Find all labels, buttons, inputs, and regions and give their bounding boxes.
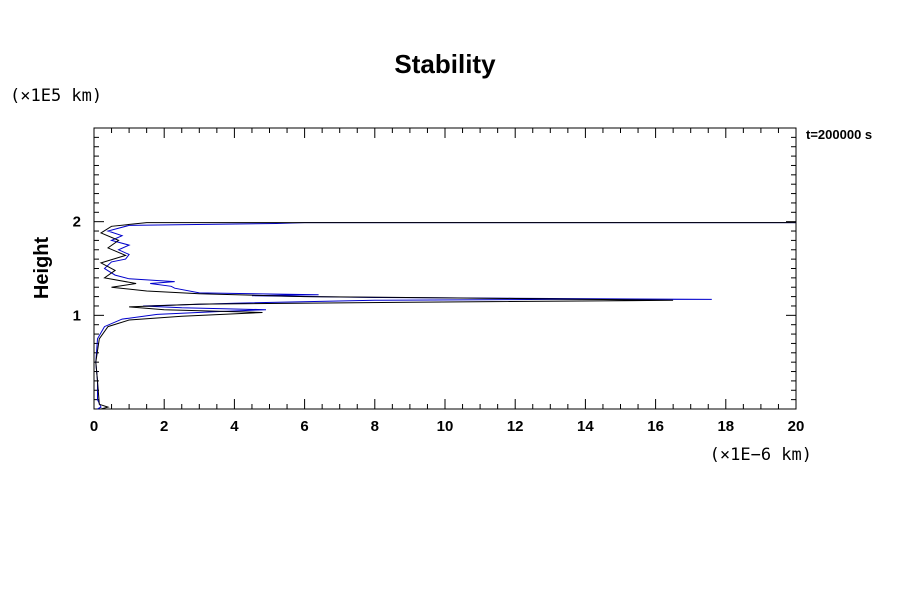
y-unit-label: (×1E5 km) <box>10 86 102 106</box>
y-tick-label: 1 <box>73 307 81 324</box>
x-tick-label: 2 <box>160 418 168 435</box>
y-axis-label: Height <box>31 237 53 300</box>
y-tick-label: 2 <box>73 214 81 231</box>
x-tick-label: 18 <box>717 418 734 435</box>
axis-ticks <box>93 127 797 410</box>
x-tick-label: 8 <box>371 418 379 435</box>
x-unit-label: (×1E−6 km) <box>710 445 812 465</box>
x-tick-label: 14 <box>577 418 594 435</box>
data-series <box>95 222 796 410</box>
x-tick-label: 0 <box>90 418 98 435</box>
chart-title: Stability <box>394 49 496 79</box>
x-tick-label: 16 <box>647 418 664 435</box>
x-tick-label: 20 <box>788 418 805 435</box>
series-line-2 <box>95 222 796 410</box>
time-annotation: t=200000 s <box>806 127 872 142</box>
x-tick-labels: 0 2 4 6 8 10 12 14 16 18 20 <box>90 418 805 435</box>
x-tick-label: 12 <box>507 418 524 435</box>
y-tick-labels: 12 <box>73 214 81 325</box>
x-tick-label: 4 <box>230 418 239 435</box>
plot-frame <box>93 127 797 410</box>
x-tick-label: 10 <box>437 418 454 435</box>
x-tick-label: 6 <box>300 418 308 435</box>
series-line-1 <box>95 222 796 410</box>
